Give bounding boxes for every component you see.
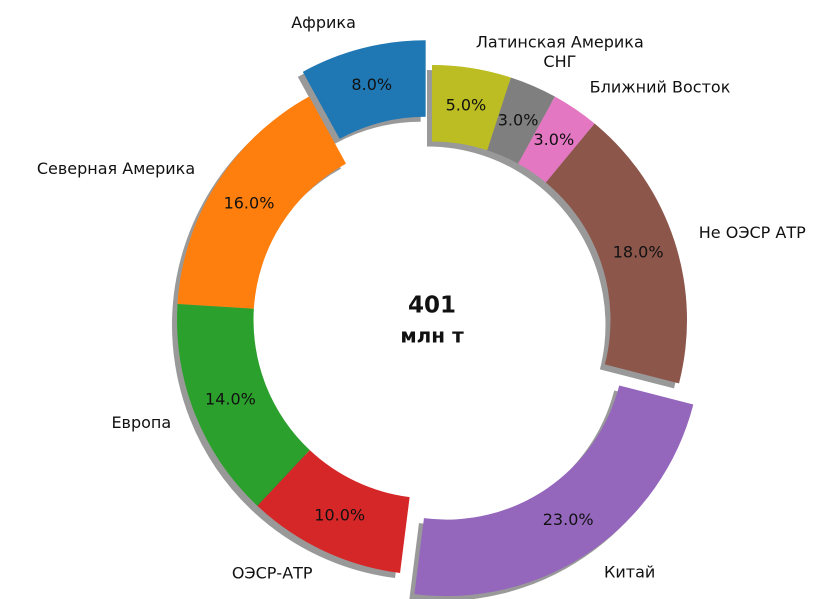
slice-label: Китай: [604, 563, 655, 582]
value-label: 5.0%: [446, 95, 487, 114]
slice-label: Северная Америка: [37, 159, 195, 178]
value-label: 23.0%: [543, 510, 594, 529]
value-label: 10.0%: [314, 506, 365, 525]
value-label: 3.0%: [498, 111, 539, 130]
wedge: [414, 385, 694, 597]
wedge: [177, 303, 310, 506]
slice-label: Африка: [291, 13, 356, 32]
value-label: 14.0%: [205, 389, 256, 408]
slice-label: Европа: [111, 413, 171, 432]
value-label: 18.0%: [613, 243, 664, 262]
wedge: [257, 450, 410, 573]
slice-label: Латинская Америка: [476, 32, 644, 51]
wedge: [487, 77, 555, 164]
wedge: [545, 123, 687, 384]
slice-label: Ближний Восток: [590, 78, 731, 97]
slice-label: СНГ: [543, 52, 576, 71]
slice-label: ОЭСР-АТР: [232, 563, 313, 582]
slice-label: Не ОЭСР АТР: [699, 223, 806, 242]
wedge: [177, 96, 347, 309]
wedge: [432, 65, 511, 151]
wedge: [302, 40, 426, 139]
value-label: 16.0%: [224, 193, 275, 212]
wedge: [517, 96, 595, 183]
value-label: 8.0%: [351, 75, 392, 94]
value-label: 3.0%: [534, 130, 575, 149]
center-value: 401: [408, 293, 456, 319]
center-unit: млн т: [400, 324, 464, 348]
